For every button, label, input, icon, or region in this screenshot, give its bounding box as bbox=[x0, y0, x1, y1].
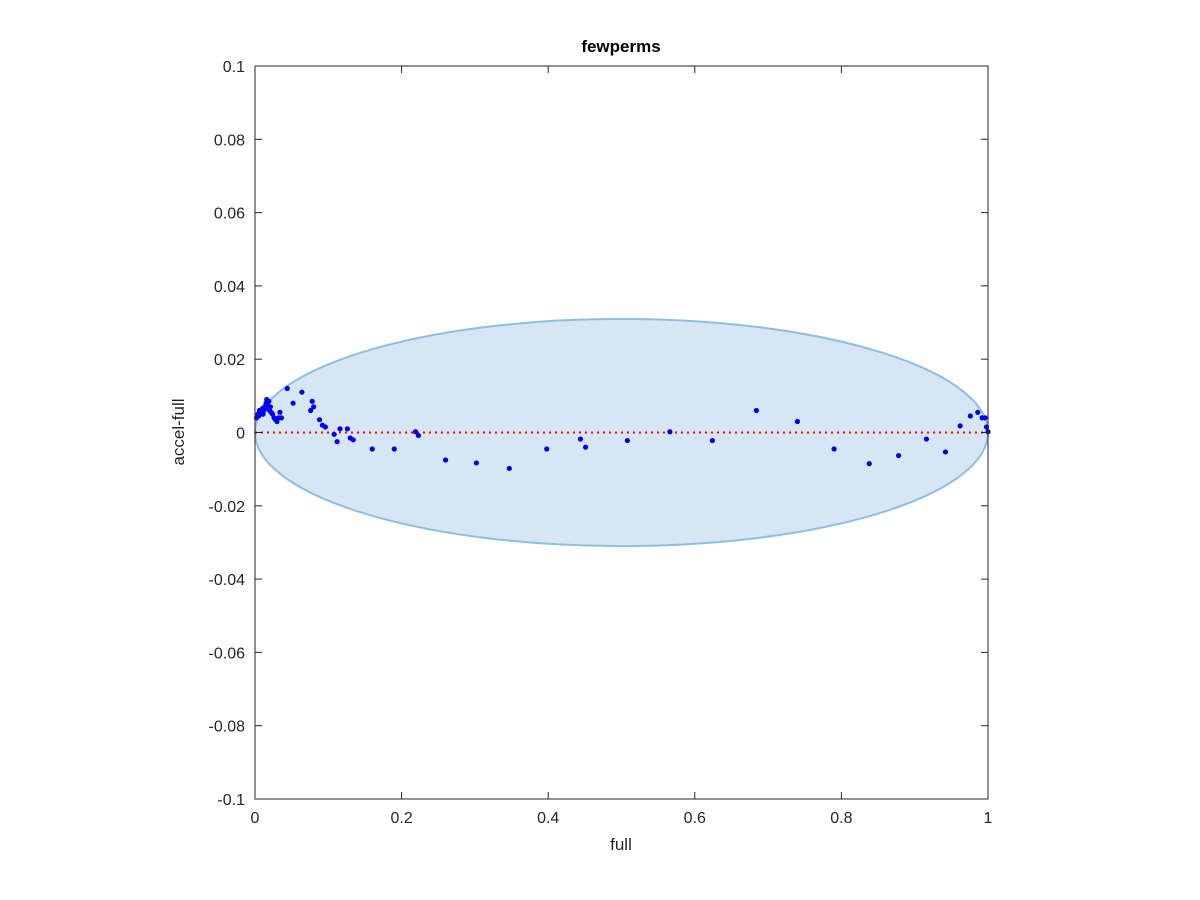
data-point bbox=[415, 432, 422, 439]
data-point bbox=[334, 439, 340, 445]
y-tick-label: 0.04 bbox=[214, 279, 245, 296]
y-tick-label: -0.08 bbox=[209, 719, 246, 736]
data-point bbox=[331, 431, 337, 437]
x-tick-label: 0.8 bbox=[830, 810, 852, 827]
data-point bbox=[967, 413, 974, 419]
data-point bbox=[442, 457, 449, 463]
data-point bbox=[412, 429, 419, 435]
data-point bbox=[667, 429, 673, 435]
data-point bbox=[895, 452, 902, 459]
x-tick-label: 0.2 bbox=[390, 810, 412, 827]
data-point bbox=[923, 436, 930, 442]
data-point bbox=[473, 460, 479, 466]
y-tick-label: 0.08 bbox=[214, 132, 245, 149]
y-tick-labels: -0.1 -0.08 -0.06 -0.04 -0.02 0 0.02 0.04 0.06 0.0… bbox=[209, 59, 246, 809]
data-point bbox=[266, 398, 272, 404]
ticks-layer bbox=[254, 65, 989, 800]
data-point bbox=[284, 385, 290, 392]
data-point bbox=[582, 444, 589, 450]
data-point bbox=[753, 407, 759, 414]
data-point bbox=[942, 449, 949, 455]
data-point bbox=[794, 418, 801, 425]
data-point bbox=[957, 423, 963, 429]
data-point bbox=[391, 446, 397, 452]
data-point bbox=[369, 446, 375, 452]
y-tick-label: 0 bbox=[236, 426, 245, 443]
data-point bbox=[709, 437, 715, 444]
y-tick-label: -0.06 bbox=[209, 645, 246, 662]
data-point bbox=[308, 407, 314, 414]
chart-title: fewperms bbox=[581, 37, 660, 56]
x-tick-label: 1 bbox=[984, 810, 993, 827]
data-point bbox=[316, 417, 323, 423]
data-point bbox=[544, 446, 550, 452]
data-point bbox=[975, 409, 981, 415]
data-point bbox=[278, 415, 284, 421]
x-tick-label: 0 bbox=[251, 810, 260, 827]
y-tick-label: 0.02 bbox=[214, 352, 245, 369]
data-point bbox=[350, 437, 356, 443]
data-point bbox=[344, 426, 350, 432]
data-point bbox=[982, 415, 988, 421]
y-tick-label: 0.06 bbox=[214, 206, 245, 223]
data-point bbox=[299, 389, 305, 395]
data-point bbox=[309, 398, 315, 404]
data-point bbox=[311, 404, 317, 410]
data-point bbox=[322, 424, 328, 430]
y-tick-label: -0.02 bbox=[209, 499, 246, 516]
x-tick-labels: 0 0.2 0.4 0.6 0.8 1 bbox=[251, 810, 993, 827]
y-tick-label: -0.04 bbox=[209, 572, 246, 589]
data-point bbox=[337, 426, 343, 432]
y-axis-label: accel-full bbox=[169, 398, 188, 465]
data-point bbox=[577, 436, 584, 442]
y-tick-label: -0.1 bbox=[217, 792, 245, 809]
data-point bbox=[831, 446, 837, 452]
x-tick-label: 0.6 bbox=[684, 810, 706, 827]
data-point bbox=[624, 437, 630, 444]
data-point bbox=[866, 461, 872, 467]
x-axis-label: full bbox=[610, 835, 632, 854]
data-point bbox=[267, 404, 273, 410]
x-tick-label: 0.4 bbox=[537, 810, 559, 827]
data-point bbox=[506, 465, 512, 472]
data-point bbox=[290, 400, 296, 406]
data-point bbox=[277, 409, 283, 415]
y-tick-label: 0.1 bbox=[223, 59, 245, 76]
